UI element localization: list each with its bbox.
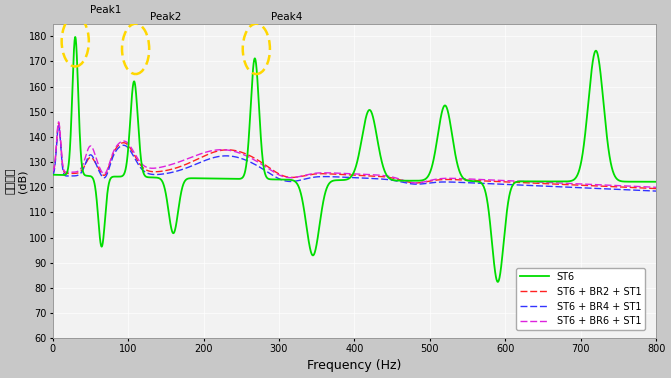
Text: Peak1: Peak1 <box>89 5 121 15</box>
X-axis label: Frequency (Hz): Frequency (Hz) <box>307 359 402 372</box>
Legend: ST6, ST6 + BR2 + ST1, ST6 + BR4 + ST1, ST6 + BR6 + ST1: ST6, ST6 + BR2 + ST1, ST6 + BR4 + ST1, S… <box>516 268 646 330</box>
Text: Peak4: Peak4 <box>270 12 302 22</box>
Y-axis label: 전달함수
(dB): 전달함수 (dB) <box>5 168 27 194</box>
Text: Peak2: Peak2 <box>150 12 181 22</box>
